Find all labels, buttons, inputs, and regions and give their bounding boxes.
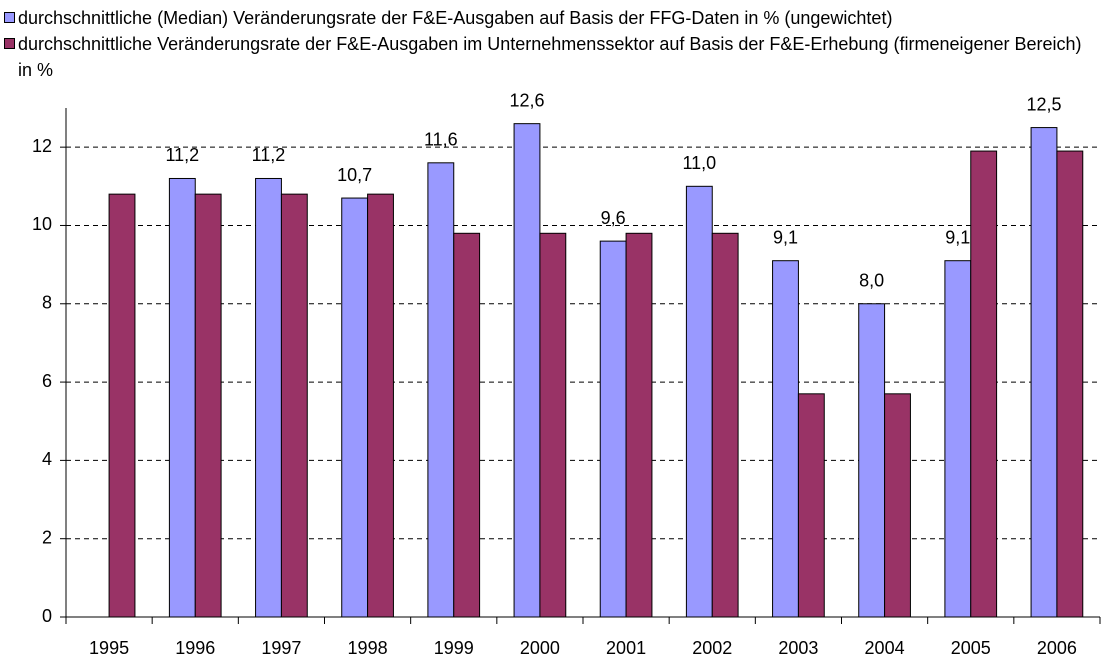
legend-entry: durchschnittliche Veränderungsrate der F… [4, 31, 1099, 83]
legend-label: durchschnittliche (Median) Veränderungsr… [18, 8, 893, 28]
y-tick-label: 12 [32, 136, 52, 156]
legend-swatch [4, 38, 15, 49]
bar [884, 393, 911, 618]
x-tick-label: 1998 [348, 638, 388, 658]
bar [341, 197, 369, 618]
bar [1030, 127, 1058, 618]
y-tick-label: 8 [42, 293, 52, 313]
value-label: 12,5 [1026, 94, 1061, 114]
value-label: 11,0 [682, 153, 716, 173]
value-label: 9,1 [773, 227, 798, 247]
x-tick-label: 1999 [434, 638, 474, 658]
legend-entry: durchschnittliche (Median) Veränderungsr… [4, 5, 1099, 31]
bar [280, 193, 308, 618]
x-tick-label: 2006 [1037, 638, 1077, 658]
x-tick-label: 1996 [175, 638, 215, 658]
x-tick-label: 2003 [778, 638, 818, 658]
bar [685, 185, 713, 618]
y-tick-label: 4 [42, 449, 52, 469]
bar [944, 260, 972, 618]
bar [711, 232, 739, 618]
bar [797, 393, 825, 618]
value-label: 10,7 [337, 165, 372, 185]
y-tick-label: 10 [32, 214, 52, 234]
legend-label: durchschnittliche Veränderungsrate der F… [18, 34, 1082, 80]
legend: durchschnittliche (Median) Veränderungsr… [4, 5, 1099, 83]
y-tick-label: 0 [42, 606, 52, 626]
y-tick-label: 2 [42, 527, 52, 547]
value-label: 11,2 [252, 145, 286, 165]
x-tick-label: 1997 [261, 638, 301, 658]
value-label: 9,6 [601, 208, 626, 228]
x-tick-label: 2001 [606, 638, 646, 658]
bar [367, 193, 394, 618]
bar [539, 232, 567, 618]
bar [255, 177, 282, 618]
bar [513, 123, 541, 618]
bar [970, 150, 998, 618]
value-label: 11,2 [165, 145, 199, 165]
value-label: 9,1 [945, 227, 970, 247]
bar [168, 177, 196, 618]
bar [453, 232, 481, 618]
value-label: 12,6 [509, 90, 544, 110]
x-tick-label: 1995 [89, 638, 129, 658]
bar [625, 232, 653, 618]
value-label: 11,6 [424, 130, 458, 150]
x-tick-label: 2005 [951, 638, 991, 658]
bar [108, 193, 136, 618]
x-tick-label: 2000 [520, 638, 560, 658]
y-tick-label: 6 [42, 371, 52, 391]
bar [599, 240, 627, 618]
bar [1056, 150, 1084, 618]
x-tick-label: 2002 [692, 638, 732, 658]
bar [427, 162, 455, 618]
bar [858, 303, 886, 618]
value-label: 8,0 [859, 271, 884, 291]
bar [194, 193, 222, 618]
x-tick-label: 2004 [865, 638, 905, 658]
bar [772, 260, 799, 618]
legend-swatch [4, 12, 15, 23]
